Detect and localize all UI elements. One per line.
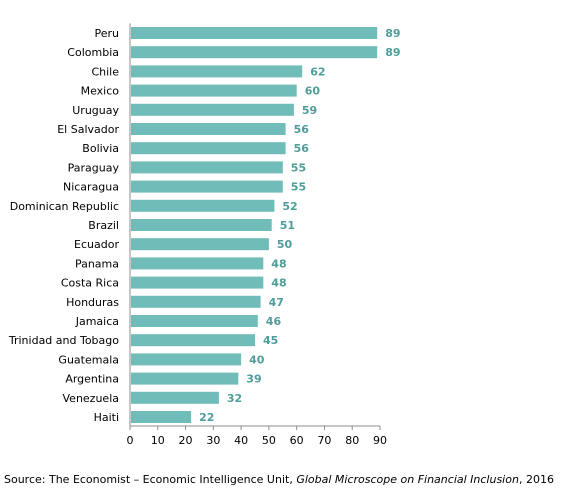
category-label-trinidad-and-tobago: Trinidad and Tobago bbox=[8, 334, 119, 347]
value-label-panama: 48 bbox=[271, 257, 286, 270]
bar-peru bbox=[131, 27, 378, 39]
value-label-nicaragua: 55 bbox=[291, 181, 306, 194]
bar-haiti bbox=[131, 411, 192, 423]
category-label-bolivia: Bolivia bbox=[82, 142, 119, 155]
category-label-paraguay: Paraguay bbox=[68, 161, 120, 174]
value-label-peru: 89 bbox=[385, 27, 400, 40]
category-labels: Peru Colombia Chile Mexico Uruguay El Salvado… bbox=[8, 27, 120, 424]
value-label-el-salvador: 56 bbox=[294, 123, 310, 136]
category-label-brazil: Brazil bbox=[88, 219, 119, 232]
category-label-panama: Panama bbox=[75, 257, 119, 270]
bar-paraguay bbox=[131, 161, 283, 174]
bar-trinidad-and-tobago bbox=[131, 334, 255, 347]
x-tick-label-50: 50 bbox=[262, 434, 276, 447]
category-label-nicaragua: Nicaragua bbox=[63, 181, 119, 194]
value-label-venezuela: 32 bbox=[227, 392, 242, 405]
value-label-trinidad-and-tobago: 45 bbox=[263, 334, 278, 347]
x-axis: 0 10 20 30 40 50 60 70 80 90 bbox=[127, 23, 387, 447]
source-prefix: Source: The Economist – Economic Intelli… bbox=[4, 473, 297, 486]
category-label-guatemala: Guatemala bbox=[58, 353, 119, 366]
source-title: Global Microscope on Financial Inclusion bbox=[296, 473, 519, 486]
value-label-brazil: 51 bbox=[280, 219, 295, 232]
value-label-argentina: 39 bbox=[246, 373, 261, 386]
bar-colombia bbox=[131, 46, 378, 59]
bar-honduras bbox=[131, 295, 261, 308]
value-label-dominican-republic: 52 bbox=[282, 200, 297, 213]
x-tick-label-80: 80 bbox=[345, 434, 359, 447]
category-label-costa-rica: Costa Rica bbox=[61, 277, 119, 290]
bar-nicaragua bbox=[131, 180, 283, 193]
value-label-paraguay: 55 bbox=[291, 161, 306, 174]
value-label-ecuador: 50 bbox=[277, 238, 293, 251]
category-label-mexico: Mexico bbox=[81, 85, 120, 98]
category-label-jamaica: Jamaica bbox=[75, 315, 119, 328]
category-label-venezuela: Venezuela bbox=[63, 392, 120, 405]
value-label-haiti: 22 bbox=[199, 411, 214, 424]
category-label-chile: Chile bbox=[91, 65, 119, 78]
bar-uruguay bbox=[131, 103, 294, 116]
x-tick-label-60: 60 bbox=[290, 434, 304, 447]
bar-jamaica bbox=[131, 315, 258, 327]
category-label-argentina: Argentina bbox=[65, 373, 119, 386]
x-tick-label-10: 10 bbox=[151, 434, 165, 447]
value-label-mexico: 60 bbox=[305, 85, 321, 98]
value-label-costa-rica: 48 bbox=[271, 277, 286, 290]
category-label-colombia: Colombia bbox=[67, 46, 119, 59]
bar-dominican-republic bbox=[131, 199, 275, 212]
category-label-peru: Peru bbox=[94, 27, 119, 40]
bar-brazil bbox=[131, 219, 272, 231]
category-label-dominican-republic: Dominican Republic bbox=[10, 200, 119, 213]
source-note: Source: The Economist – Economic Intelli… bbox=[4, 473, 554, 486]
value-label-jamaica: 46 bbox=[266, 315, 282, 328]
bars-group bbox=[131, 27, 378, 423]
bar-chart: Peru Colombia Chile Mexico Uruguay El Salvado… bbox=[8, 23, 401, 447]
bar-mexico bbox=[131, 84, 297, 97]
x-tick-label-90: 90 bbox=[373, 434, 387, 447]
bar-guatemala bbox=[131, 353, 242, 366]
value-label-honduras: 47 bbox=[269, 296, 284, 309]
bar-argentina bbox=[131, 372, 239, 385]
category-label-haiti: Haiti bbox=[94, 411, 119, 424]
category-label-ecuador: Ecuador bbox=[74, 238, 119, 251]
category-label-uruguay: Uruguay bbox=[72, 104, 119, 117]
value-labels: 89 89 62 60 59 56 56 55 55 52 51 50 48 48 47 46 45 40 39 32… bbox=[199, 27, 400, 424]
value-label-colombia: 89 bbox=[385, 46, 400, 59]
x-tick-label-70: 70 bbox=[317, 434, 331, 447]
value-label-guatemala: 40 bbox=[249, 353, 265, 366]
x-tick-label-40: 40 bbox=[234, 434, 248, 447]
x-tick-label-20: 20 bbox=[179, 434, 193, 447]
bar-el-salvador bbox=[131, 123, 286, 135]
bar-bolivia bbox=[131, 142, 286, 155]
bar-venezuela bbox=[131, 391, 219, 404]
category-label-honduras: Honduras bbox=[66, 296, 119, 309]
value-label-chile: 62 bbox=[310, 65, 325, 78]
bar-panama bbox=[131, 257, 264, 270]
bar-chile bbox=[131, 65, 303, 78]
bar-ecuador bbox=[131, 238, 269, 251]
x-tick-label-30: 30 bbox=[206, 434, 220, 447]
category-label-el-salvador: El Salvador bbox=[57, 123, 119, 136]
value-label-bolivia: 56 bbox=[294, 142, 310, 155]
bar-costa-rica bbox=[131, 276, 264, 289]
x-tick-label-0: 0 bbox=[127, 434, 134, 447]
value-label-uruguay: 59 bbox=[302, 104, 317, 117]
source-suffix: , 2016 bbox=[518, 473, 554, 486]
